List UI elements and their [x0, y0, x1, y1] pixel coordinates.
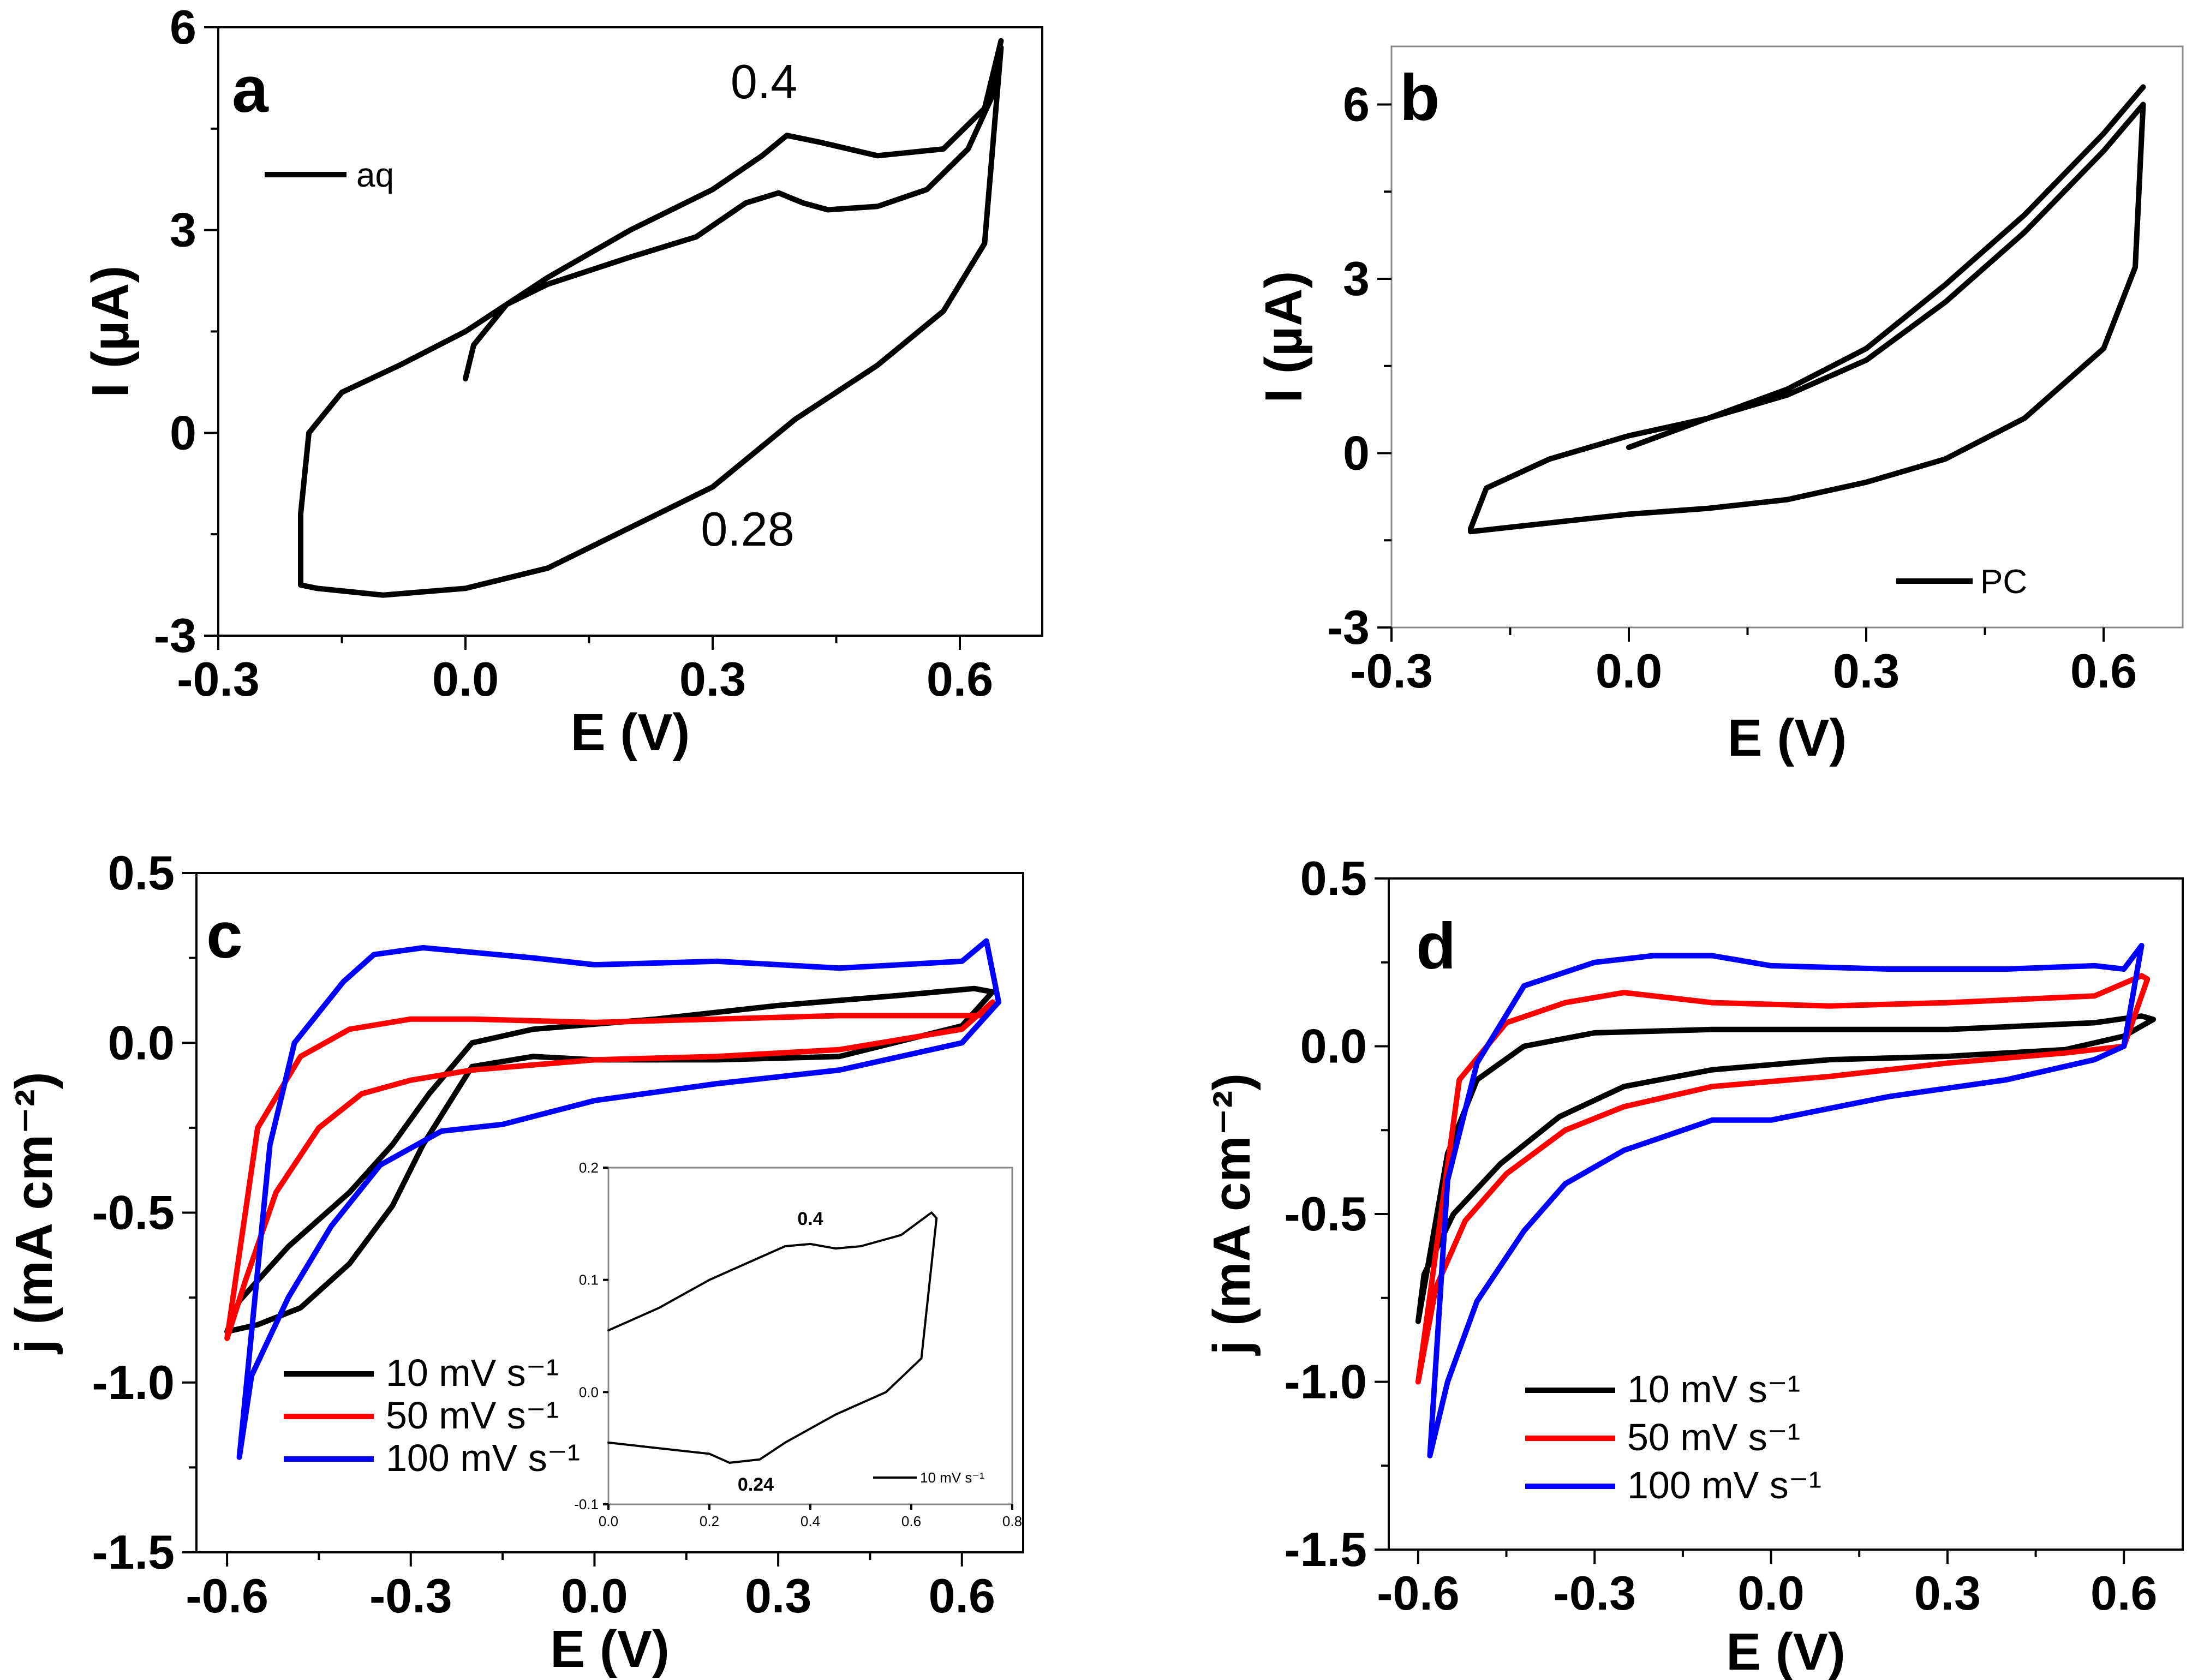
x-axis-title: E (V) [1726, 1623, 1845, 1680]
x-axis-title: E (V) [1728, 709, 1847, 767]
y-tick-label: 3 [1343, 252, 1370, 306]
y-tick-label: 0.0 [579, 1384, 599, 1400]
x-axis-title: E (V) [571, 703, 690, 762]
x-tick-label: 0.3 [679, 652, 746, 706]
plot-frame [1390, 45, 2184, 629]
x-axis-title: E (V) [550, 1620, 670, 1678]
x-tick-label: 0.6 [2070, 644, 2137, 698]
series-line-c-1 [224, 999, 995, 1341]
x-tick-label: 0.6 [901, 1513, 921, 1529]
y-tick-label: 0.0 [108, 1015, 175, 1069]
x-tick-label: 0.0 [1596, 644, 1662, 698]
y-tick-label: -1.5 [92, 1525, 175, 1579]
x-tick-label: 0.4 [801, 1513, 820, 1529]
panel-letter: b [1400, 61, 1440, 134]
peak-annotation: 0.28 [701, 502, 794, 556]
y-tick-label: -3 [1327, 600, 1370, 654]
y-axis-title: I (µA) [81, 266, 140, 398]
y-tick-label: 0 [1343, 426, 1370, 480]
series-line-d-0 [1415, 1013, 2157, 1324]
legend-label: 50 mV s⁻¹ [1627, 1416, 1800, 1458]
panel-c: -0.6 -0.3 0.0 0.3 0.6 -1.5 -1.0 -0.5 0.0 0.5 E (V)… [5, 846, 1024, 1678]
y-tick-label: -0.5 [92, 1186, 175, 1240]
y-tick-label: -0.1 [574, 1496, 599, 1512]
panel-d: -0.6 -0.3 0.0 0.3 0.6 -1.5 -1.0 -0.5 0.0 0.5 E (V)… [1203, 851, 2184, 1680]
series-line-b-0 [1468, 84, 2146, 535]
x-tick-label: 0.6 [927, 652, 993, 706]
x-tick-label: -0.3 [1553, 1566, 1636, 1620]
series-line-c-0 [224, 985, 995, 1335]
plot-frame [195, 872, 1024, 1553]
y-tick-label: 0.0 [1300, 1019, 1367, 1073]
y-tick-label: -1.0 [1284, 1355, 1367, 1409]
x-tick-label: 0.3 [1914, 1566, 1981, 1620]
series-line-d-2 [1427, 943, 2145, 1458]
series-line-d-1 [1415, 973, 2151, 1385]
legend-label: 100 mV s⁻¹ [1627, 1464, 1821, 1506]
x-tick-label: -0.3 [177, 652, 260, 706]
legend-label: 10 mV s⁻¹ [1627, 1368, 1800, 1410]
legend-label: aq [356, 157, 394, 194]
legend-label: 100 mV s⁻¹ [386, 1437, 580, 1479]
y-axis-title: j (mA cm⁻²) [1203, 1073, 1261, 1356]
panel-c-inset: 0.0 0.2 0.4 0.6 0.8-0.10.00.10.210 mV s⁻¹0.4… [574, 1159, 1022, 1529]
y-tick-label: 0.2 [579, 1159, 599, 1176]
series-line-a-0 [298, 38, 1004, 598]
series-line-c-2 [236, 938, 1002, 1460]
x-tick-label: 0.6 [929, 1569, 995, 1623]
y-tick-label: 0 [170, 405, 196, 459]
x-tick-label: -0.6 [186, 1569, 268, 1623]
x-tick-label: 0.8 [1002, 1513, 1022, 1529]
panel-a: -0.3 0.0 0.3 0.6 -3 0 3 6 E (V) I (µA) a aq 0.4 0.28 [81, 0, 1043, 762]
y-tick-label: 3 [170, 203, 196, 257]
legend-label: 10 mV s⁻¹ [386, 1352, 559, 1394]
x-tick-label: 0.2 [700, 1513, 719, 1529]
series-line-c-inset-0 [607, 1211, 938, 1464]
x-tick-label: 0.3 [1833, 644, 1900, 698]
y-tick-label: 6 [170, 0, 196, 54]
x-tick-label: 0.0 [1737, 1566, 1804, 1620]
peak-annotation: 0.24 [738, 1474, 774, 1495]
y-tick-label: -1.5 [1284, 1522, 1367, 1576]
x-tick-label: -0.3 [1350, 644, 1433, 698]
y-tick-label: 0.1 [579, 1272, 599, 1288]
x-tick-label: 0.0 [561, 1569, 628, 1623]
panel-letter: d [1416, 910, 1456, 983]
panel-letter: c [206, 899, 243, 972]
y-tick-label: 6 [1343, 77, 1370, 131]
y-axis-title: j (mA cm⁻²) [5, 1072, 63, 1354]
y-tick-label: -0.5 [1284, 1187, 1367, 1241]
y-axis-title: I (µA) [1255, 271, 1313, 403]
panel-letter: a [232, 53, 269, 126]
x-tick-label: 0.3 [745, 1569, 811, 1623]
x-tick-label: -0.6 [1377, 1566, 1460, 1620]
legend-label: 50 mV s⁻¹ [386, 1394, 559, 1437]
legend-label: 10 mV s⁻¹ [920, 1469, 984, 1486]
peak-annotation: 0.4 [797, 1209, 823, 1229]
y-tick-label: -3 [154, 608, 196, 662]
x-tick-label: 0.0 [432, 652, 499, 706]
legend-label: PC [1980, 563, 2027, 601]
y-tick-label: 0.5 [1300, 851, 1367, 905]
y-tick-label: -1.0 [92, 1355, 175, 1409]
x-tick-label: 0.0 [599, 1513, 618, 1529]
panel-b: -0.3 0.0 0.3 0.6 -3 0 3 6 E (V) I (µA) b PC [1255, 45, 2184, 767]
peak-annotation: 0.4 [731, 55, 797, 109]
x-tick-label: -0.3 [369, 1569, 452, 1623]
y-tick-label: 0.5 [108, 846, 175, 900]
x-tick-label: 0.6 [2090, 1566, 2157, 1620]
